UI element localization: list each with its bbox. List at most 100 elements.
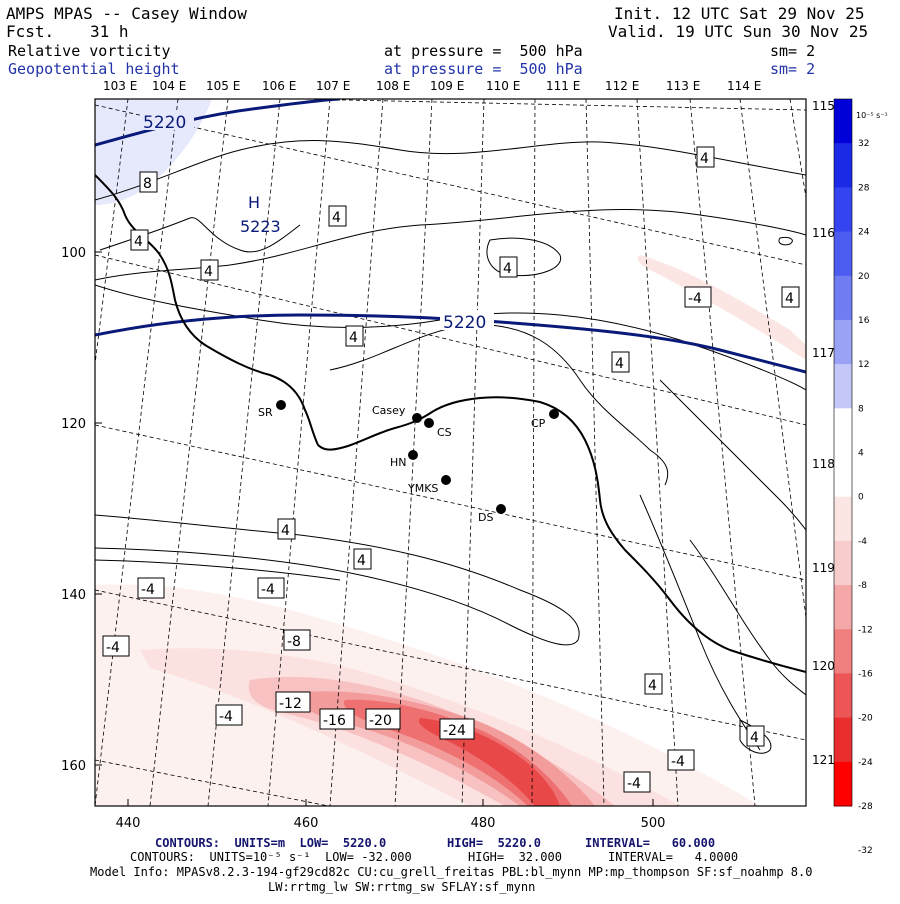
contour-label-box: -8: [283, 629, 311, 651]
svg-text:4: 4: [134, 234, 143, 250]
lon-label: 114 E: [727, 79, 761, 93]
map-title: AMPS MPAS -- Casey Window: [6, 4, 247, 23]
svg-text:-4: -4: [141, 582, 155, 598]
colorbar-tick-label: -12: [858, 625, 873, 635]
y-tick-label: 100: [61, 246, 86, 261]
colorbar-tick-label: -24: [858, 758, 873, 768]
colorbar-tick-label: 32: [858, 139, 869, 149]
lon-label: 103 E: [103, 79, 137, 93]
init-time: Init. 12 UTC Sat 29 Nov 25: [614, 4, 865, 23]
contour-label-box: 4: [781, 286, 800, 308]
x-tick-label: 460: [294, 816, 319, 831]
plot-frame: [94, 98, 807, 807]
footer-physics: LW:rrtmg_lw SW:rrtmg_sw SFLAY:sf_mynn: [268, 880, 536, 894]
footer-vort-high: HIGH= 32.000: [468, 850, 562, 864]
colorbar-swatch: [834, 452, 852, 498]
colorbar-swatch: [834, 629, 852, 674]
x-tick-label: 500: [641, 816, 666, 831]
contour-label-box: -24: [439, 718, 475, 740]
left-tick-labels: 100 120 140 160: [61, 246, 86, 774]
colorbar-swatch: [834, 540, 852, 586]
svg-text:-4: -4: [627, 776, 641, 792]
svg-text:4: 4: [503, 261, 512, 277]
forecast-hour: 31 h: [90, 22, 129, 41]
colorbar-tick-label: 0: [858, 493, 864, 503]
contour-label-box: -20: [365, 708, 401, 730]
latitude-grid: [95, 99, 806, 806]
svg-text:4: 4: [204, 264, 213, 280]
svg-text:-20: -20: [369, 713, 392, 729]
lon-label: 110 E: [486, 79, 520, 93]
svg-text:4: 4: [281, 523, 290, 539]
vorticity-contour-labels: 4 4 4 4 4 4 4 4 4 4 4 4 8 -4 -4 -4 -4 -4…: [102, 146, 800, 793]
vorticity-shade-m24: [418, 718, 560, 806]
colorbar-swatch: [834, 275, 852, 321]
lon-label: 104 E: [152, 79, 186, 93]
contour-label-box: 4: [746, 725, 765, 747]
svg-text:8: 8: [143, 176, 152, 192]
svg-text:4: 4: [615, 356, 624, 372]
colorbar-unit: 10⁻⁵ s⁻¹: [856, 111, 888, 120]
contour-label-box: 4: [644, 673, 663, 695]
station-label-ds: DS: [478, 511, 493, 524]
contour-label-box: 4: [200, 259, 219, 281]
footer-height-high: HIGH= 5220.0: [447, 836, 541, 850]
svg-text:-4: -4: [106, 640, 120, 656]
footer-height-interval: INTERVAL= 60.000: [585, 836, 716, 850]
lon-label: 112 E: [605, 79, 639, 93]
svg-text:-4: -4: [688, 291, 702, 307]
station-label-cp: CP: [531, 417, 546, 430]
contour-label-box: 4: [345, 325, 364, 347]
station-label-sr: SR: [258, 406, 273, 419]
colorbar-tick-label: 12: [858, 360, 869, 370]
lon-label: 113 E: [666, 79, 700, 93]
colorbar-tick-label: 8: [858, 404, 864, 414]
colorbar-tick-label: -20: [858, 714, 873, 724]
contour-label-box: 4: [130, 229, 149, 251]
x-tick-label: 480: [471, 816, 496, 831]
forecast-label: Fcst.: [6, 22, 55, 41]
contour-label-box: 4: [696, 146, 715, 168]
colorbar-tick-label: -4: [858, 537, 867, 547]
x-tick-label: 440: [116, 816, 141, 831]
svg-text:-8: -8: [287, 634, 301, 650]
lon-label: 107 E: [316, 79, 350, 93]
contour-label-box: -12: [275, 691, 311, 713]
colorbar-tick-label: -32: [858, 846, 873, 856]
colorbar-swatch: [834, 143, 852, 188]
contour-label-box: 8: [139, 171, 158, 193]
svg-text:4: 4: [700, 151, 709, 167]
colorbar-frame: [833, 98, 853, 807]
footer-vort-contours: CONTOURS: UNITS=10⁻⁵ s⁻¹ LOW= -32.000: [130, 850, 412, 864]
top-lon-labels: 103 E 104 E 105 E 106 E 107 E 108 E 109 …: [103, 79, 761, 93]
colorbar-swatch: [834, 187, 852, 233]
colorbar-tick-label: 24: [858, 228, 870, 238]
svg-text:4: 4: [785, 291, 794, 307]
footer-vort-interval: INTERVAL= 4.0000: [608, 850, 739, 864]
svg-text:-24: -24: [443, 723, 466, 739]
coastline: [95, 174, 806, 673]
contour-label-box: -16: [319, 708, 355, 730]
contour-label-box: -4: [667, 749, 695, 771]
colorbar-swatch: [834, 585, 852, 630]
bottom-tick-labels: 440 460 480 500: [116, 816, 666, 831]
footer-height-contours: CONTOURS: UNITS=m LOW= 5220.0: [155, 836, 387, 850]
height-label: 5220: [443, 313, 486, 333]
colorbar-swatch: [834, 717, 852, 763]
left-axis-ticks: [95, 251, 654, 806]
colorbar-swatch: [834, 231, 852, 277]
svg-text:-4: -4: [671, 754, 685, 770]
valid-time: Valid. 19 UTC Sun 30 Nov 25: [608, 22, 869, 41]
station-label-cs: CS: [437, 426, 452, 439]
station-label-hn: HN: [390, 456, 407, 469]
contour-label-box: -4: [623, 771, 651, 793]
footer-model-info: Model Info: MPASv8.2.3-194-gf29cd82c CU:…: [90, 865, 813, 879]
contour-label-box: 4: [328, 205, 347, 227]
y-tick-label: 140: [61, 588, 86, 603]
contour-label-box: -4: [102, 635, 130, 657]
vorticity-shade-east: [637, 255, 806, 360]
svg-text:4: 4: [750, 730, 759, 746]
y-tick-label: 120: [61, 417, 86, 432]
